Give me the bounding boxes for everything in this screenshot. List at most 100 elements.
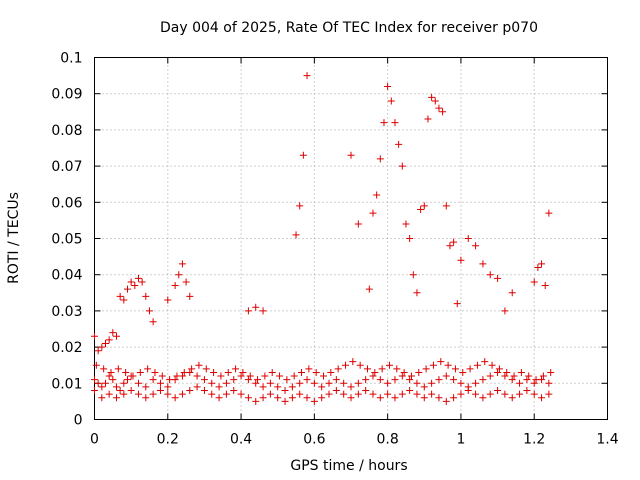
data-point [362,387,370,395]
data-point [363,365,371,373]
data-point [530,278,538,286]
data-point [237,390,245,398]
data-point [486,271,494,279]
data-point [193,372,201,380]
data-points [91,72,555,405]
data-point [406,387,414,395]
data-point [266,379,274,387]
x-tick-label: 1.2 [523,432,545,448]
data-point [393,365,401,373]
data-point [545,209,553,217]
data-point [259,394,267,402]
data-point [94,347,102,355]
data-point [525,372,533,380]
data-point [349,358,357,366]
data-point [298,368,306,376]
data-point [523,387,531,395]
data-point [127,278,135,286]
data-point [156,379,164,387]
data-point [437,358,445,366]
data-point [406,235,414,242]
data-point [371,368,379,376]
data-point [252,397,260,405]
data-point [439,108,447,116]
data-point [530,379,538,387]
data-point [200,376,208,384]
x-axis-ticks: 0 0.2 0.4 0.6 0.8 1 1.2 1.4 [90,57,619,448]
data-point [217,372,225,380]
data-point [391,376,399,384]
data-point [105,372,113,380]
data-point [539,372,547,380]
data-point [424,115,432,123]
data-point [266,390,274,398]
data-point [354,390,362,398]
data-point [347,383,355,391]
data-point [510,372,518,380]
data-point [407,372,415,380]
data-point [246,372,254,380]
data-point [244,394,252,402]
data-point [400,368,408,376]
data-point [457,390,465,398]
data-point [276,372,284,380]
data-point [413,379,421,387]
data-point [254,376,262,384]
data-point [105,336,113,344]
data-point [327,368,335,376]
data-point [210,368,218,376]
data-point [398,162,406,170]
data-point [486,372,494,380]
y-tick-label: 0.04 [51,268,82,284]
data-point [156,387,164,395]
data-point [376,155,384,163]
data-point [532,376,540,384]
data-point [516,390,524,398]
data-point [230,376,238,384]
data-point [164,390,172,398]
y-tick-label: 0.02 [51,340,82,356]
data-point [122,368,130,376]
data-point [171,394,179,402]
data-point [332,376,340,384]
data-point [347,394,355,402]
data-point [545,390,553,398]
data-point [325,379,333,387]
data-point [283,376,291,384]
x-tick-label: 1.4 [596,432,618,448]
data-point [215,394,223,402]
y-tick-label: 0.1 [60,51,82,67]
data-point [296,379,304,387]
data-point [332,387,340,395]
data-point [134,379,142,387]
data-point [98,394,106,402]
data-point [144,365,152,373]
data-point [296,202,304,210]
data-point [473,361,481,369]
data-point [402,220,410,228]
data-point [422,365,430,373]
data-point [369,390,377,398]
data-point [380,119,388,127]
data-point [435,376,443,384]
data-point [131,282,139,290]
data-point [166,376,174,384]
data-point [415,368,423,376]
data-point [495,365,503,373]
data-point [222,390,230,398]
data-point [384,390,392,398]
data-point [417,206,425,214]
data-point [98,383,106,391]
data-point [92,361,100,369]
data-point [347,151,355,159]
data-point [186,292,194,300]
data-point [516,379,524,387]
data-point [481,358,489,366]
data-point [479,376,487,384]
data-point [107,368,115,376]
data-point [356,361,364,369]
data-point [453,300,461,308]
data-point [387,97,395,105]
data-point [296,390,304,398]
data-point [142,394,150,402]
